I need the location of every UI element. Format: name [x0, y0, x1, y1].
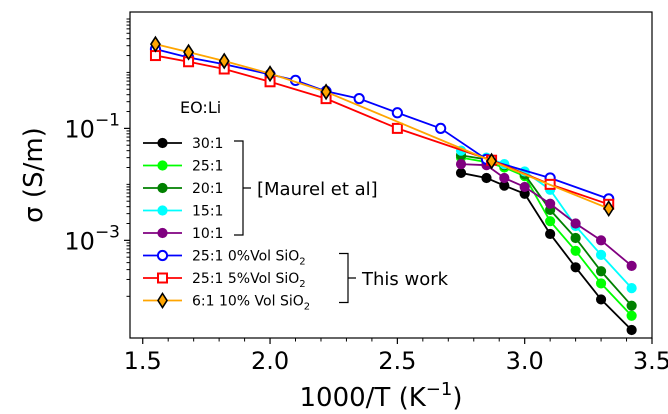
data-point: [570, 218, 581, 229]
y-tick-label: 10−3: [64, 222, 120, 255]
data-point: [218, 52, 230, 70]
data-point: [570, 262, 581, 273]
group-bracket: [339, 252, 356, 304]
group-bracket: [234, 140, 251, 236]
data-point: [595, 235, 607, 246]
x-tick-label: 2.0: [251, 347, 289, 375]
legend-label: 25:1 5%Vol SiO2: [192, 271, 306, 290]
data-point: [626, 324, 637, 336]
data-point: [157, 160, 168, 171]
legend-item-2: 20:1: [143, 181, 223, 197]
data-point: [626, 300, 637, 311]
plot-area: [130, 12, 652, 338]
data-point: [435, 122, 447, 134]
data-point: [183, 43, 195, 61]
data-point: [595, 294, 607, 305]
data-point: [157, 292, 168, 309]
group-label: This work: [361, 269, 449, 290]
data-point: [545, 216, 556, 227]
x-tick-label: 3.5: [633, 347, 668, 375]
x-axis-title: 1000/T (K−1): [300, 379, 463, 413]
legend-label: 15:1: [192, 204, 223, 220]
y-tick-exponent: −1: [95, 110, 120, 130]
legend-label-sub: 2: [299, 257, 305, 268]
data-point: [157, 137, 168, 149]
data-point: [156, 249, 169, 262]
legend-item-5: 25:1 0%Vol SiO2: [143, 249, 306, 268]
y-axis-title: σ (S/m): [19, 127, 49, 223]
legend-item-3: 15:1: [143, 204, 223, 220]
legend-label-sub: 2: [304, 302, 310, 313]
data-point: [157, 272, 168, 284]
data-point: [150, 35, 161, 53]
data-point: [157, 182, 168, 194]
x-axis-title-main: 1000/T (K: [300, 383, 427, 413]
data-point: [570, 245, 581, 256]
x-tick-label: 3.0: [506, 347, 544, 375]
legend-label: 10:1: [192, 226, 223, 242]
series-4: [455, 159, 637, 271]
data-point: [353, 93, 365, 105]
group-label: [Maurel et al]: [257, 179, 378, 200]
legend-label: 30:1: [192, 136, 223, 152]
data-point: [595, 249, 607, 260]
data-point: [157, 227, 168, 239]
legend-item-1: 25:1: [143, 159, 223, 175]
plot-background: [130, 12, 652, 338]
x-tick-label: 2.5: [378, 347, 416, 375]
data-point: [391, 107, 403, 119]
data-point: [486, 152, 498, 170]
x-axis-title-close: ): [452, 383, 462, 413]
data-point: [545, 228, 556, 240]
series-layer: [149, 35, 637, 336]
y-tick-exponent: −3: [95, 222, 120, 242]
series-7: [150, 35, 615, 218]
y-tick-label: 10−1: [64, 110, 120, 143]
plot-frame: [129, 11, 653, 339]
data-point: [481, 172, 492, 184]
data-point: [570, 232, 581, 244]
legend-label: 25:1 0%Vol SiO2: [192, 249, 306, 268]
data-point: [626, 260, 637, 271]
data-point: [626, 310, 637, 321]
legend: EO:Li 30:1 25:1 20:1 15:1 10:1 25:1 0%Vol SiO2…: [143, 98, 449, 313]
data-point: [455, 159, 467, 170]
data-point: [519, 181, 530, 193]
legend-item-6: 25:1 5%Vol SiO2: [143, 271, 306, 290]
data-point: [391, 122, 403, 134]
x-tick-label: 1.5: [124, 347, 162, 375]
data-point: [626, 283, 637, 294]
x-axis-title-exp: −1: [426, 379, 453, 400]
data-point: [545, 198, 556, 209]
legend-item-4: 10:1: [143, 226, 223, 242]
legend-label-sub: 2: [299, 279, 305, 290]
data-point: [499, 172, 510, 184]
data-point: [157, 205, 168, 216]
legend-title: EO:Li: [180, 98, 221, 117]
legend-item-0: 30:1: [143, 136, 223, 152]
data-point: [264, 65, 276, 83]
data-point: [603, 200, 615, 218]
data-point: [320, 83, 332, 101]
data-point: [595, 266, 607, 277]
data-point: [455, 167, 467, 179]
legend-label: 20:1: [192, 181, 223, 197]
legend-label: 25:1: [192, 159, 223, 175]
legend-item-7: 6:1 10% Vol SiO2: [143, 292, 310, 313]
legend-label: 6:1 10% Vol SiO2: [192, 294, 310, 313]
data-point: [595, 278, 607, 289]
